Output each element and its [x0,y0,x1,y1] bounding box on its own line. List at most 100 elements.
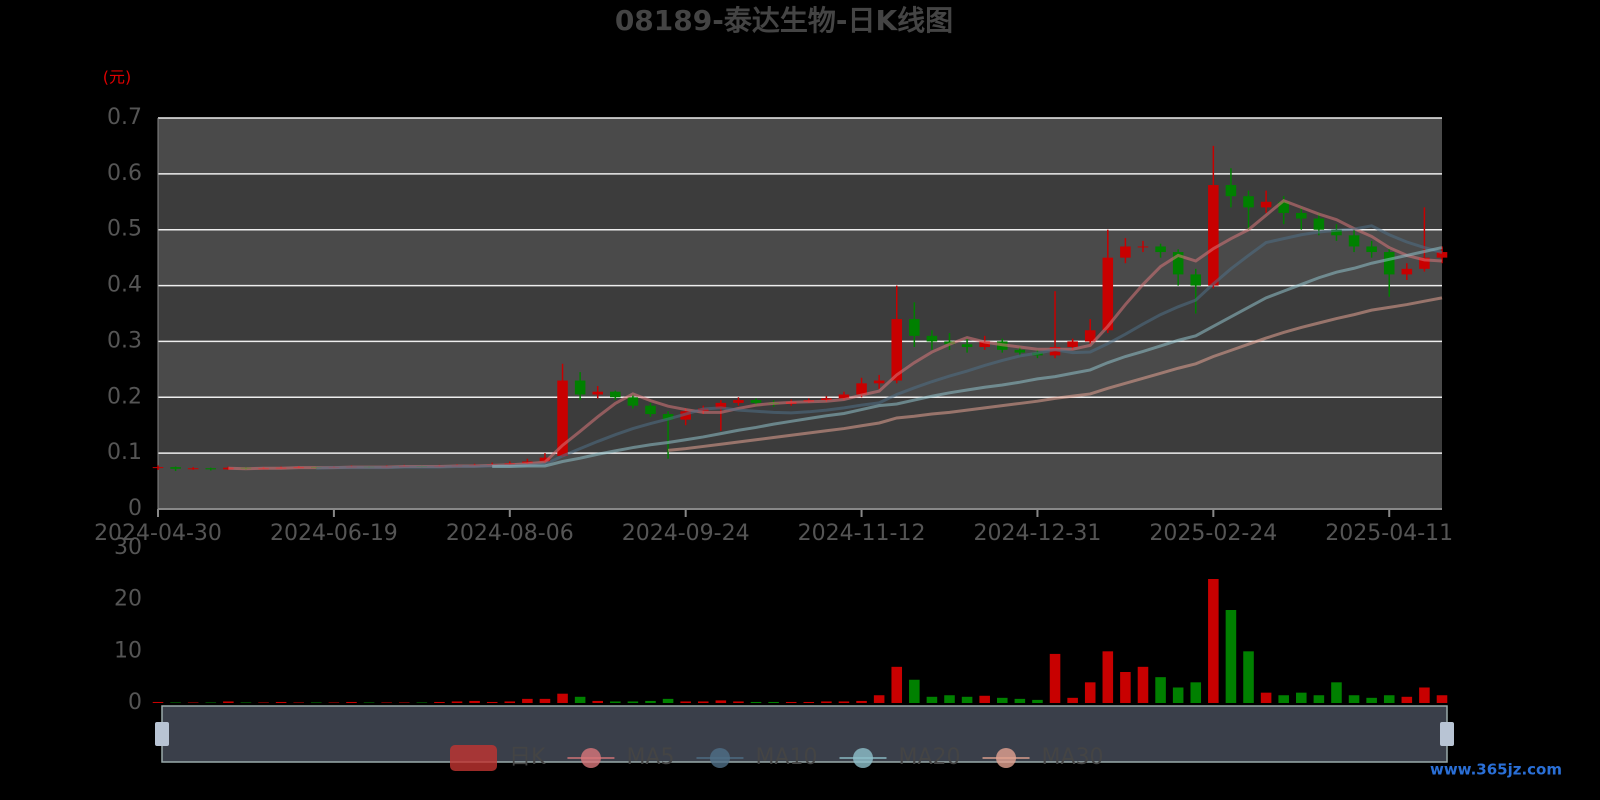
candle-body [979,341,990,348]
volume-bar [451,701,463,703]
y-tick-label: 0.5 [107,217,142,242]
volume-bar [258,702,269,703]
candle-body [838,394,850,399]
split-area [158,118,1442,174]
candle-body [592,391,604,395]
volume-bar [152,701,164,703]
candle-body [187,468,199,470]
split-area [158,285,1442,342]
x-tick-label: 2025-04-11 [1325,521,1453,546]
volume-bar [1067,697,1078,703]
volume-bar [1313,695,1325,703]
ma-line [667,296,1443,452]
x-tick-label: 2024-11-12 [798,521,926,546]
volume-bar [574,696,586,703]
split-area [158,453,1442,509]
candle-body [1313,218,1325,230]
candle-body [574,380,586,395]
candle-body [645,405,656,415]
volume-bar [170,702,181,703]
candle-body [733,400,744,403]
volume-bar [469,700,480,703]
legend-icon [996,748,1017,768]
volume-bar [909,679,920,703]
candle-body [1067,341,1078,348]
volume-bar [610,701,621,703]
volume-bar [187,702,199,703]
legend-label: 日K [509,745,546,770]
candle-body [1419,257,1430,269]
volume-bar [504,701,516,703]
volume-bar [1436,695,1448,703]
volume-bar [311,702,322,703]
legend-label: MA5 [626,745,674,770]
volume-bar [1401,696,1413,703]
legend-item[interactable]: 日K [450,745,546,771]
volume-bar [1331,682,1342,703]
volume-bar [522,698,533,703]
volume-bar [1172,687,1184,703]
volume-bar [1366,697,1377,703]
y-tick-label: 0.2 [107,384,142,409]
split-area [158,173,1442,230]
volume-bar [1278,695,1289,703]
legend-item[interactable]: MA20 [839,745,961,770]
y-tick-label: 0 [128,690,142,715]
candle-body [1137,246,1149,248]
legend-item[interactable]: MA5 [567,745,674,770]
candle-body [539,457,551,462]
candle-body [1190,274,1202,286]
x-tick-label: 2024-08-06 [446,521,574,546]
volume-bar [803,701,815,703]
candle-body [1331,229,1342,236]
candle-body [1401,268,1413,275]
y-tick-label: 30 [114,535,142,560]
zoom-slider[interactable] [161,705,1448,763]
split-area [158,397,1442,454]
volume-bar [680,701,691,703]
unit-label: (元) [103,68,132,87]
volume-bar [996,697,1008,703]
volume-bar [398,702,410,703]
candle-body [170,467,181,469]
volume-bar [381,702,392,703]
volume-bar [363,702,375,703]
volume-bar [891,666,903,703]
volume-bar [1225,610,1237,703]
volume-bar [645,700,656,703]
zoom-handle[interactable] [155,722,169,746]
candle-body [1225,185,1237,197]
volume-bar [240,702,252,703]
candle-body [627,397,639,406]
volume-bar [293,702,304,703]
candle-body [873,380,885,384]
volume-bar [1032,699,1043,703]
volume-bar [434,701,445,703]
volume-bar [205,702,217,703]
x-tick-label: 2024-06-19 [270,521,398,546]
volume-bar [785,701,797,703]
candle-body [1348,235,1360,247]
legend-icon [709,748,730,768]
legend-icon [853,748,873,768]
chart-title: 08189-泰达生物-日K线图 [615,4,953,37]
volume-bar [275,701,287,703]
candle-body [1120,246,1131,258]
volume-bar [926,696,938,703]
volume-bar [1348,695,1360,703]
volume-bar [346,701,357,703]
candle-body [1296,212,1307,219]
volume-bar [1190,682,1202,703]
volume-bar [1084,682,1096,703]
volume-bar [768,701,779,703]
zoom-handle[interactable] [1440,722,1454,746]
candle-body [152,467,164,469]
volume-bar [592,700,604,703]
x-tick-label: 2024-12-31 [974,521,1102,546]
volume-bar [328,702,340,703]
candle-body [926,335,938,342]
ma-line [492,246,1443,469]
legend-label: MA20 [899,745,961,770]
legend-item[interactable]: MA10 [696,745,818,770]
legend-item[interactable]: MA30 [982,745,1104,770]
